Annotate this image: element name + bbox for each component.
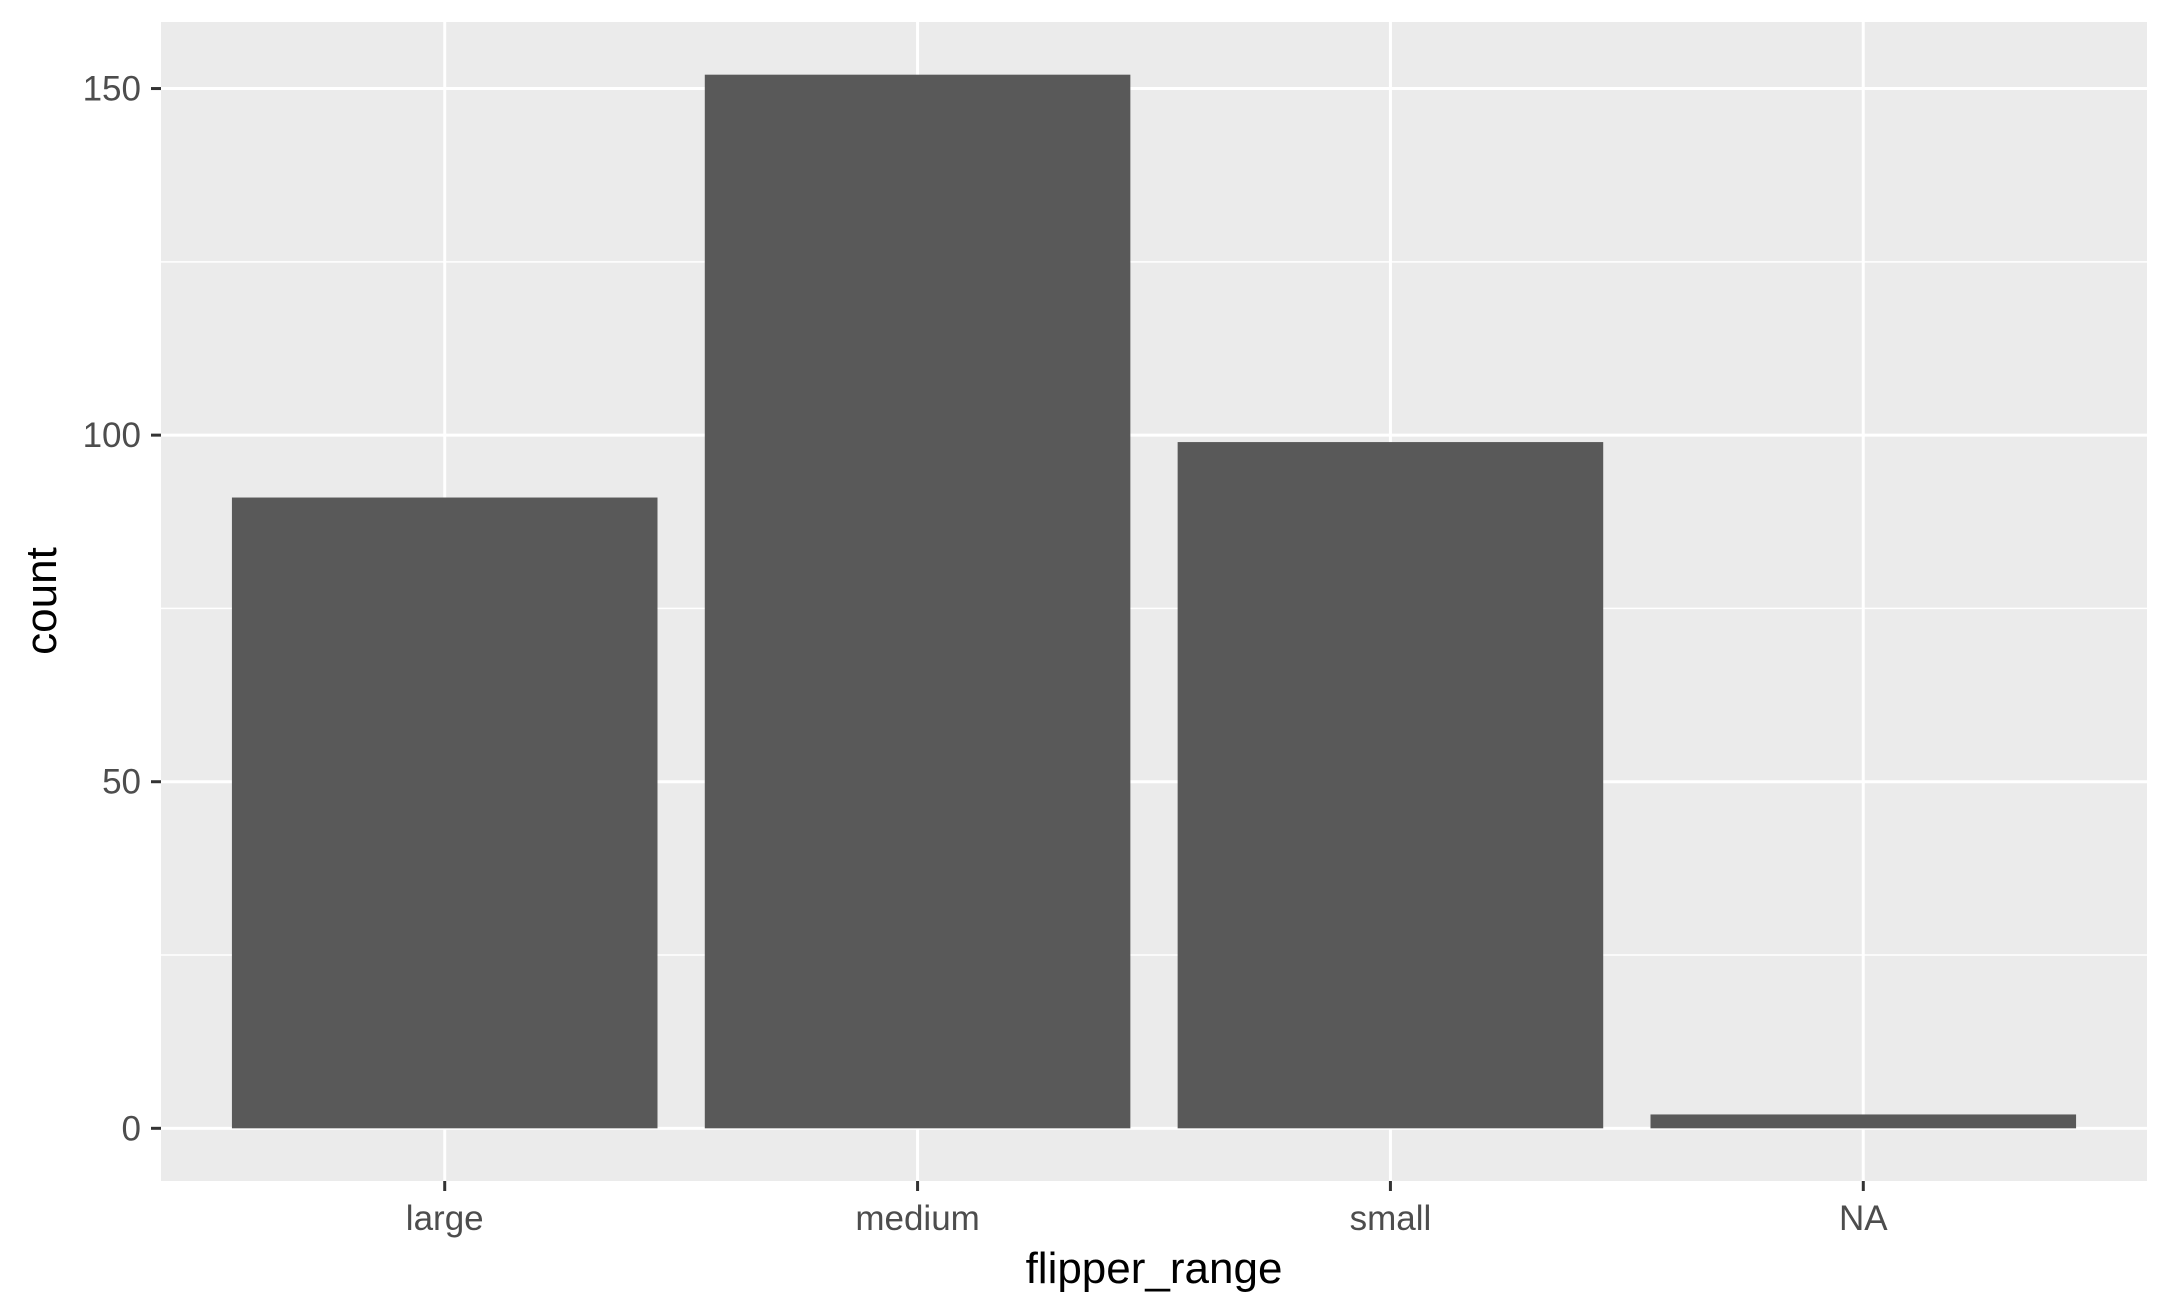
y-tick-label: 0 [122,1109,141,1148]
x-tick-label: large [406,1199,484,1238]
axes: 0 50 100 150 large medium small NA [83,70,1889,1238]
y-axis-title: count [17,547,66,655]
x-tick-label: medium [855,1199,979,1238]
y-tick-label: 100 [83,416,141,455]
y-tick-label: 50 [102,763,141,802]
bars [231,74,2077,1129]
bar-na [1650,1114,2077,1129]
bar-small [1177,442,1604,1129]
bar-large [231,497,658,1129]
x-tick-label: NA [1839,1199,1888,1238]
x-axis-title: flipper_range [1026,1244,1283,1293]
bar-medium [704,74,1131,1129]
y-tick-label: 150 [83,70,141,109]
x-tick-label: small [1350,1199,1432,1238]
